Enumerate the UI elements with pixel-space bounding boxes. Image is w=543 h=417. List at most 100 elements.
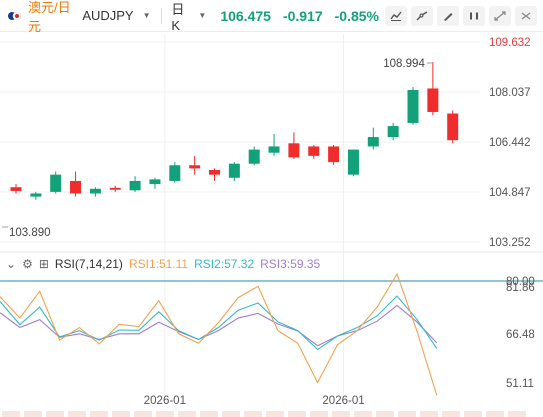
- price-tick-label: 104.847: [489, 187, 531, 199]
- candle-body: [328, 146, 340, 163]
- settings-icon[interactable]: ⚙: [22, 257, 33, 271]
- chevron-down-icon[interactable]: ▼: [142, 11, 151, 20]
- timeline-strip-cell: [464, 411, 482, 417]
- price-tick-label: 108.037: [489, 87, 531, 99]
- divider: [160, 7, 162, 24]
- candle-body: [427, 88, 439, 112]
- candle-body: [30, 193, 42, 197]
- compare-icon[interactable]: [463, 5, 485, 26]
- timeline-strip-cell: [420, 411, 438, 417]
- time-axis-label: 2026-01: [322, 395, 364, 407]
- candle-body: [70, 180, 82, 194]
- period-selector[interactable]: 日K: [171, 1, 185, 33]
- candle: [268, 133, 280, 156]
- candle: [189, 155, 201, 175]
- price-change-pct: -0.85%: [334, 7, 379, 24]
- rsi-tick-label: 80.00: [506, 276, 535, 288]
- candle-body: [447, 113, 459, 141]
- candle-body: [407, 90, 419, 123]
- candle-body: [268, 146, 280, 153]
- candle: [10, 184, 22, 194]
- rsi1-value: RSI1:51.11: [128, 257, 189, 271]
- candle-body: [308, 146, 320, 156]
- candle: [347, 149, 359, 177]
- rsi3-value: RSI3:59.35: [260, 257, 321, 271]
- price-tick-label: 103.252: [489, 237, 531, 249]
- high-annotation: 108.994: [383, 58, 425, 70]
- expand-icon[interactable]: ⊞: [38, 257, 49, 271]
- chart-type-icon[interactable]: [385, 5, 407, 26]
- timeline-strip-cell: [24, 411, 42, 417]
- chart-toolbar: 澳元/日元 AUDJPY ▼ 日K ▼ 106.475 -0.917 -0.85…: [0, 0, 543, 34]
- timeline-strip-cell: [266, 411, 284, 417]
- rsi2-value: RSI2:57.32: [194, 257, 255, 271]
- time-axis-label: 2026-01: [144, 395, 186, 407]
- timeline-strip-cell: [156, 411, 174, 417]
- timeline-strip-cell: [46, 411, 64, 417]
- rsi-indicator-name[interactable]: RSI(7,14,21): [54, 257, 123, 271]
- fullscreen-icon[interactable]: [489, 5, 511, 26]
- candle: [30, 191, 42, 200]
- rsi-tick-label: 66.48: [506, 329, 535, 341]
- flag-icon: [6, 10, 22, 22]
- timeline-strip-cell: [508, 411, 526, 417]
- candle: [367, 127, 379, 150]
- timeline-strip-cell: [332, 411, 350, 417]
- indicator-icon[interactable]: [411, 5, 433, 26]
- candle: [129, 176, 141, 192]
- candle-body: [109, 187, 121, 190]
- chevron-down-icon[interactable]: ▼: [198, 11, 207, 20]
- timeline-strip-cell: [90, 411, 108, 417]
- candle-body: [248, 149, 260, 164]
- toolbar-actions: [385, 5, 537, 26]
- timeline-strip-cell: [200, 411, 218, 417]
- timeline-strip-cell: [68, 411, 86, 417]
- settings-icon[interactable]: [515, 5, 537, 26]
- candle: [248, 146, 260, 166]
- candle-body: [288, 143, 300, 158]
- candle: [288, 132, 300, 159]
- price-tick-label: 106.442: [489, 137, 531, 149]
- candle: [169, 162, 181, 183]
- low-annotation: 103.890: [9, 227, 51, 239]
- candle: [50, 171, 62, 194]
- candle: [109, 185, 121, 192]
- candlestick-series: [10, 62, 459, 200]
- last-price: 106.475: [220, 7, 271, 24]
- candle: [387, 122, 399, 141]
- timeline-strip-cell: [486, 411, 504, 417]
- timeline-strip-cell: [222, 411, 240, 417]
- timeline-strip-cell: [354, 411, 372, 417]
- timeline-strip-cell: [244, 411, 262, 417]
- candle: [407, 86, 419, 125]
- collapse-icon[interactable]: ⌄: [6, 257, 17, 271]
- candle-body: [89, 188, 101, 194]
- axis-labels: 109.632 108.037 106.442 104.847 103.252 108.9…: [2, 37, 535, 407]
- price-change: -0.917: [282, 7, 323, 24]
- timeline-strip-cell: [398, 411, 416, 417]
- candle: [228, 162, 240, 181]
- candle-body: [50, 174, 62, 192]
- price-tick-label: 109.632: [489, 37, 531, 49]
- candle: [70, 171, 82, 197]
- candle-body: [209, 169, 220, 175]
- candle: [149, 177, 161, 189]
- symbol-code[interactable]: AUDJPY: [82, 8, 134, 23]
- rsi1-line: [0, 272, 438, 396]
- timeline-strip-cell: [134, 411, 152, 417]
- rsi-tick-label: 51.11: [506, 378, 534, 390]
- grid: [0, 34, 543, 417]
- candle-body: [387, 126, 399, 138]
- timeline-strip-cell: [310, 411, 328, 417]
- candle-body: [367, 137, 379, 147]
- candle-body: [129, 180, 141, 191]
- symbol-cn-name[interactable]: 澳元/日元: [28, 0, 71, 34]
- candle-body: [228, 163, 240, 178]
- timeline-strip-cell: [376, 411, 394, 417]
- draw-tool-icon[interactable]: [437, 5, 459, 26]
- timeline-strip-cell: [442, 411, 460, 417]
- candle: [427, 62, 439, 116]
- timeline-strip-cell: [178, 411, 196, 417]
- candle: [89, 187, 101, 197]
